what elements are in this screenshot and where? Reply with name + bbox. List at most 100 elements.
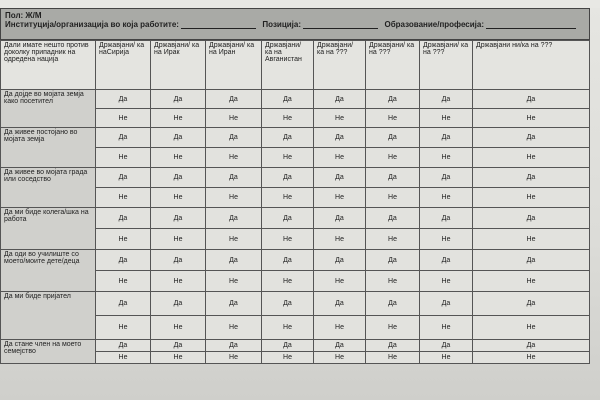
yes-option[interactable]: Да (95, 291, 151, 316)
no-option[interactable]: Не (472, 108, 590, 128)
yes-option[interactable]: Да (261, 167, 314, 188)
no-option[interactable]: Не (472, 147, 590, 168)
yes-option[interactable]: Да (205, 291, 262, 316)
yes-option[interactable]: Да (365, 207, 420, 229)
no-option[interactable]: Не (365, 351, 420, 364)
yes-option[interactable]: Да (95, 167, 151, 188)
no-option[interactable]: Не (365, 108, 420, 128)
yes-option[interactable]: Да (261, 291, 314, 316)
no-option[interactable]: Не (205, 351, 262, 364)
no-option[interactable]: Не (95, 187, 151, 208)
yes-option[interactable]: Да (419, 339, 473, 352)
no-option[interactable]: Не (205, 147, 262, 168)
no-option[interactable]: Не (261, 351, 314, 364)
yes-option[interactable]: Да (419, 291, 473, 316)
yes-option[interactable]: Да (205, 89, 262, 109)
yes-option[interactable]: Да (205, 339, 262, 352)
no-option[interactable]: Не (419, 351, 473, 364)
no-option[interactable]: Не (261, 270, 314, 292)
education-field[interactable] (486, 20, 577, 29)
yes-option[interactable]: Да (419, 167, 473, 188)
no-option[interactable]: Не (95, 315, 151, 340)
no-option[interactable]: Не (472, 315, 590, 340)
no-option[interactable]: Не (313, 315, 366, 340)
no-option[interactable]: Не (365, 270, 420, 292)
no-option[interactable]: Не (150, 315, 206, 340)
yes-option[interactable]: Да (419, 249, 473, 271)
no-option[interactable]: Не (419, 108, 473, 128)
no-option[interactable]: Не (419, 315, 473, 340)
no-option[interactable]: Не (313, 270, 366, 292)
yes-option[interactable]: Да (261, 127, 314, 148)
yes-option[interactable]: Да (205, 207, 262, 229)
yes-option[interactable]: Да (365, 291, 420, 316)
no-option[interactable]: Не (419, 228, 473, 250)
no-option[interactable]: Не (205, 187, 262, 208)
no-option[interactable]: Не (205, 315, 262, 340)
yes-option[interactable]: Да (419, 89, 473, 109)
institution-field[interactable] (181, 20, 257, 29)
no-option[interactable]: Не (472, 351, 590, 364)
no-option[interactable]: Не (261, 108, 314, 128)
yes-option[interactable]: Да (419, 127, 473, 148)
no-option[interactable]: Не (95, 108, 151, 128)
no-option[interactable]: Не (313, 147, 366, 168)
no-option[interactable]: Не (365, 228, 420, 250)
yes-option[interactable]: Да (472, 249, 590, 271)
yes-option[interactable]: Да (205, 127, 262, 148)
no-option[interactable]: Не (95, 147, 151, 168)
no-option[interactable]: Не (150, 270, 206, 292)
yes-option[interactable]: Да (150, 127, 206, 148)
yes-option[interactable]: Да (365, 249, 420, 271)
no-option[interactable]: Не (313, 228, 366, 250)
yes-option[interactable]: Да (205, 249, 262, 271)
no-option[interactable]: Не (365, 147, 420, 168)
yes-option[interactable]: Да (419, 207, 473, 229)
yes-option[interactable]: Да (365, 339, 420, 352)
no-option[interactable]: Не (261, 187, 314, 208)
yes-option[interactable]: Да (472, 167, 590, 188)
no-option[interactable]: Не (205, 228, 262, 250)
yes-option[interactable]: Да (313, 339, 366, 352)
no-option[interactable]: Не (472, 228, 590, 250)
yes-option[interactable]: Да (313, 127, 366, 148)
yes-option[interactable]: Да (95, 127, 151, 148)
no-option[interactable]: Не (150, 351, 206, 364)
no-option[interactable]: Не (365, 187, 420, 208)
no-option[interactable]: Не (419, 147, 473, 168)
yes-option[interactable]: Да (313, 89, 366, 109)
yes-option[interactable]: Да (150, 339, 206, 352)
no-option[interactable]: Не (365, 315, 420, 340)
yes-option[interactable]: Да (205, 167, 262, 188)
no-option[interactable]: Не (150, 228, 206, 250)
yes-option[interactable]: Да (261, 207, 314, 229)
position-field[interactable] (303, 20, 379, 29)
yes-option[interactable]: Да (472, 339, 590, 352)
no-option[interactable]: Не (472, 187, 590, 208)
yes-option[interactable]: Да (261, 339, 314, 352)
yes-option[interactable]: Да (472, 207, 590, 229)
no-option[interactable]: Не (313, 108, 366, 128)
no-option[interactable]: Не (472, 270, 590, 292)
yes-option[interactable]: Да (365, 167, 420, 188)
yes-option[interactable]: Да (472, 291, 590, 316)
no-option[interactable]: Не (313, 187, 366, 208)
no-option[interactable]: Не (261, 315, 314, 340)
no-option[interactable]: Не (150, 187, 206, 208)
no-option[interactable]: Не (419, 270, 473, 292)
yes-option[interactable]: Да (150, 207, 206, 229)
yes-option[interactable]: Да (95, 339, 151, 352)
yes-option[interactable]: Да (261, 249, 314, 271)
yes-option[interactable]: Да (150, 89, 206, 109)
yes-option[interactable]: Да (365, 89, 420, 109)
yes-option[interactable]: Да (150, 291, 206, 316)
no-option[interactable]: Не (150, 147, 206, 168)
yes-option[interactable]: Да (313, 167, 366, 188)
yes-option[interactable]: Да (95, 249, 151, 271)
yes-option[interactable]: Да (261, 89, 314, 109)
no-option[interactable]: Не (95, 270, 151, 292)
yes-option[interactable]: Да (472, 89, 590, 109)
no-option[interactable]: Не (205, 108, 262, 128)
no-option[interactable]: Не (95, 351, 151, 364)
no-option[interactable]: Не (261, 147, 314, 168)
